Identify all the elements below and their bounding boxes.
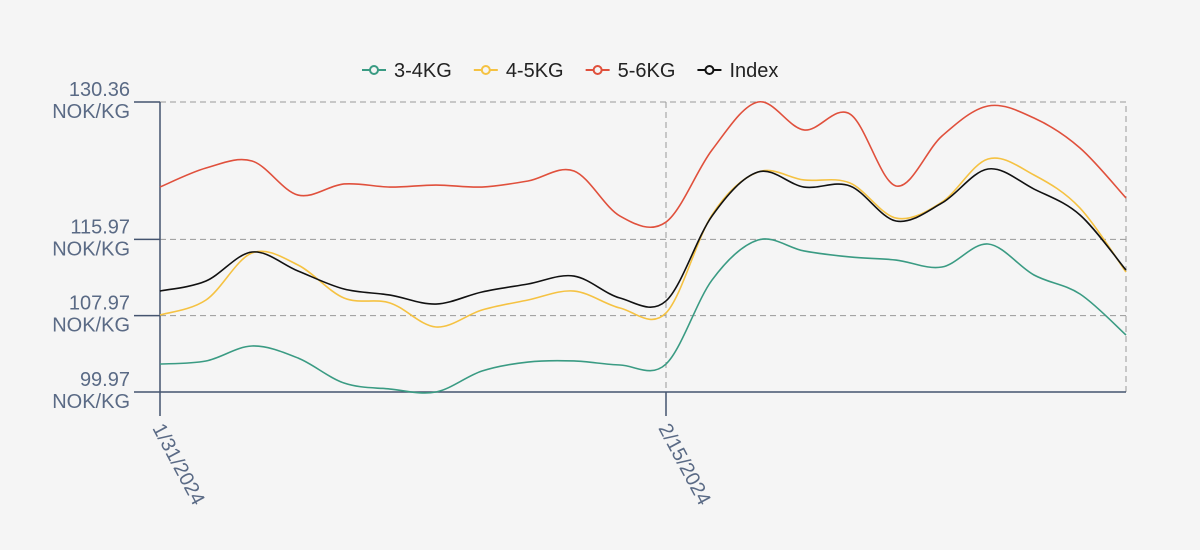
legend-marker — [480, 65, 491, 75]
legend-item: Index — [697, 60, 778, 82]
legend-item: 4-5KG — [473, 60, 564, 82]
legend-label: 3-4KG — [394, 60, 452, 82]
plot-frame — [159, 101, 1127, 393]
legend-label: Index — [729, 60, 778, 82]
line-series — [159, 157, 1127, 328]
y-tick-label: 107.97 NOK/KG — [52, 293, 130, 337]
y-tick-label: 99.97 NOK/KG — [52, 369, 130, 413]
legend-marker — [704, 65, 715, 75]
y-tick-label: 130.36 NOK/KG — [52, 79, 130, 123]
legend-label: 4-5KG — [506, 60, 564, 82]
line-series — [159, 101, 1127, 229]
legend-label: 5-6KG — [618, 60, 676, 82]
y-tick-label: 115.97 NOK/KG — [52, 216, 130, 260]
legend-marker — [369, 65, 379, 75]
line-series — [159, 168, 1127, 308]
legend-item: 3-4KG — [362, 60, 452, 82]
line-series — [159, 238, 1127, 394]
legend-item: 5-6KG — [585, 60, 676, 82]
x-tick-label: 1/31/2024 — [148, 420, 209, 509]
x-tick-label: 2/15/2024 — [654, 420, 715, 509]
legend-marker — [592, 65, 603, 75]
